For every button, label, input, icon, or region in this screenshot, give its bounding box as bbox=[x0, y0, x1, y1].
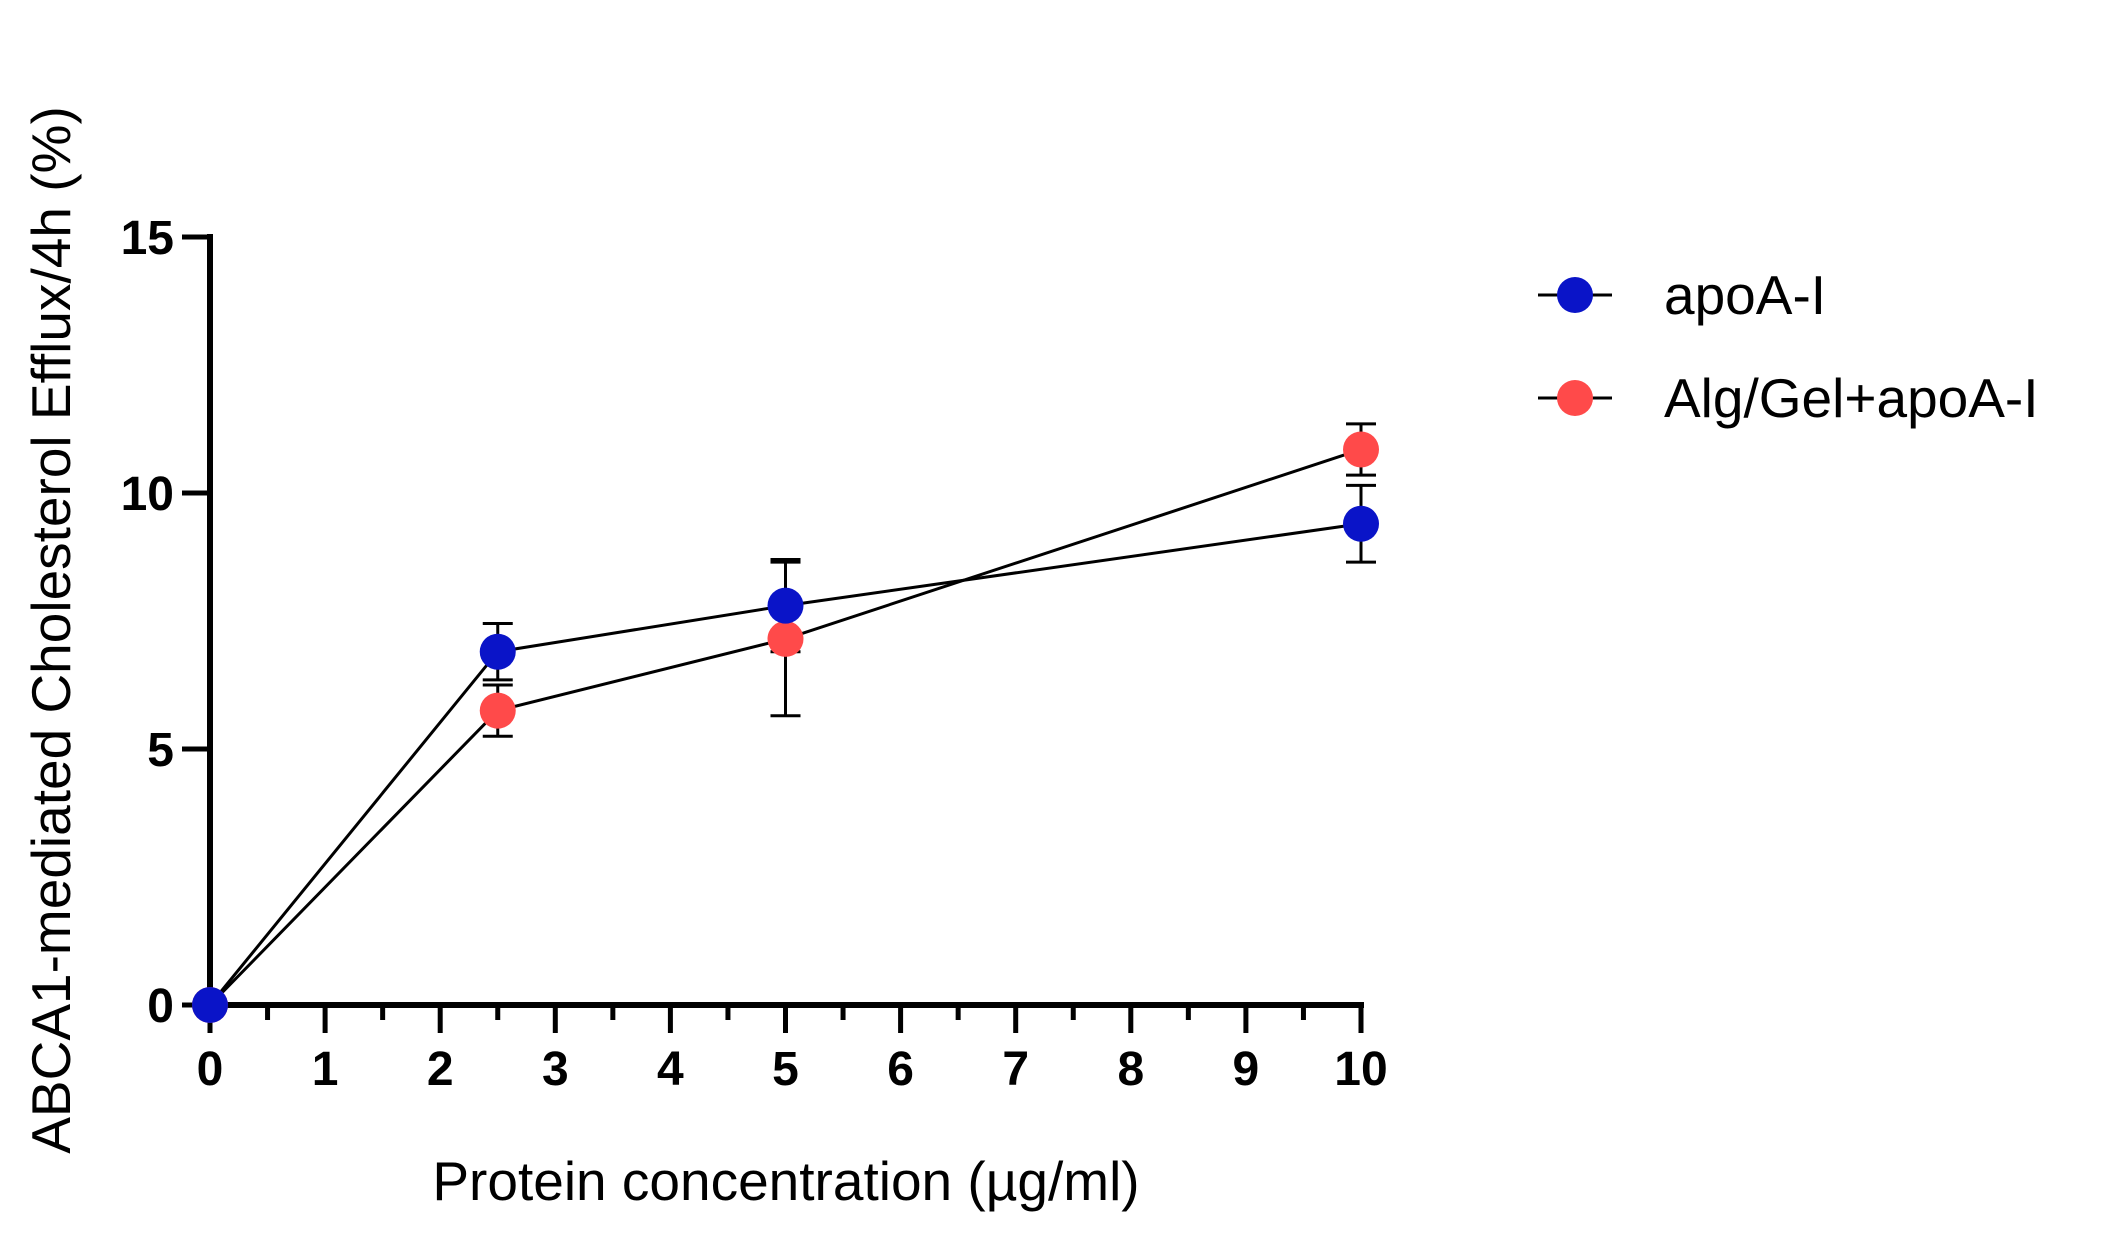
y-tick-label: 10 bbox=[121, 468, 174, 521]
data-point-alg-gel-apoa-i bbox=[479, 692, 516, 729]
legend-item-alg-gel-apoa-i: Alg/Gel+apoA-I bbox=[1538, 367, 2039, 429]
x-tick-label: 7 bbox=[1002, 1043, 1029, 1096]
ticks: 0 5 10 15 0 1 2 3 4 5 6 7 8 9 10 bbox=[121, 212, 1388, 1096]
data-point-alg-gel-apoa-i bbox=[767, 620, 804, 657]
legend-item-apoa-i: apoA-I bbox=[1538, 264, 1826, 326]
x-tick-label: 8 bbox=[1117, 1043, 1144, 1096]
x-tick-label: 0 bbox=[197, 1043, 224, 1096]
data-point-apoa-i bbox=[1343, 505, 1379, 542]
legend-label: apoA-I bbox=[1664, 264, 1826, 326]
y-tick-label: 15 bbox=[121, 212, 174, 265]
series-line-alg-gel-apoa-i bbox=[208, 448, 1362, 1007]
legend-marker bbox=[1557, 380, 1593, 416]
series-lines bbox=[208, 448, 1362, 1007]
x-tick-label: 9 bbox=[1233, 1043, 1260, 1096]
x-tick-label: 5 bbox=[772, 1043, 799, 1096]
series-line-apoa-i bbox=[208, 522, 1362, 1006]
legend: apoA-I Alg/Gel+apoA-I bbox=[1538, 264, 2039, 429]
data-points bbox=[192, 431, 1379, 1023]
x-tick-label: 10 bbox=[1334, 1043, 1387, 1096]
y-tick-label: 0 bbox=[147, 980, 174, 1033]
data-point-alg-gel-apoa-i bbox=[1343, 431, 1379, 468]
x-tick-label: 1 bbox=[312, 1043, 339, 1096]
y-axis-title: ABCA1-mediated Cholesterol Efflux/4h (%) bbox=[20, 106, 82, 1154]
data-point-apoa-i bbox=[479, 633, 516, 670]
error-bars bbox=[482, 422, 1376, 738]
x-tick-label: 2 bbox=[427, 1043, 454, 1096]
legend-marker bbox=[1557, 277, 1593, 313]
legend-label: Alg/Gel+apoA-I bbox=[1664, 367, 2039, 429]
x-axis-title: Protein concentration (µg/ml) bbox=[432, 1150, 1139, 1212]
data-point-apoa-i bbox=[192, 987, 228, 1023]
data-point-apoa-i bbox=[767, 587, 804, 624]
y-tick-label: 5 bbox=[147, 724, 174, 777]
x-tick-label: 3 bbox=[542, 1043, 569, 1096]
x-tick-label: 4 bbox=[657, 1043, 684, 1096]
x-tick-label: 6 bbox=[887, 1043, 914, 1096]
